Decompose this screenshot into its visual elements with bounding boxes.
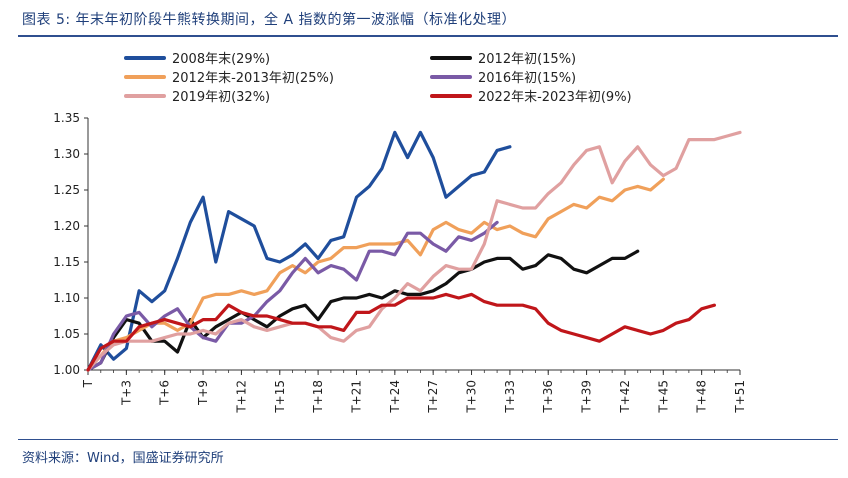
legend-label-4: 2019年初(32%) <box>172 90 270 105</box>
legend-label-2: 2012年末-2013年初(25%) <box>172 71 334 86</box>
x-tick-label: T <box>81 379 95 388</box>
series-lines <box>86 130 742 372</box>
source-note: 资料来源：Wind，国盛证券研究所 <box>22 451 224 466</box>
title-rule <box>18 35 838 37</box>
x-tick-label: T+39 <box>580 380 594 414</box>
y-tick-label: 1.10 <box>53 291 80 305</box>
y-tick-label: 1.15 <box>53 255 80 269</box>
x-tick-label: T+15 <box>273 380 287 414</box>
figure-title: 图表 5: 年末年初阶段牛熊转换期间，全 A 指数的第一波涨幅（标准化处理） <box>22 12 517 28</box>
series-line-4 <box>86 130 742 372</box>
x-tick-label: T+30 <box>465 380 479 414</box>
y-tick-label: 1.00 <box>53 363 80 377</box>
legend-label-0: 2008年末(29%) <box>172 52 270 67</box>
x-tick-label: T+42 <box>618 380 632 414</box>
x-tick-label: T+27 <box>426 380 440 414</box>
legend-label-1: 2012年初(15%) <box>478 52 576 67</box>
legend-label-3: 2016年初(15%) <box>478 71 576 86</box>
y-tick-label: 1.35 <box>53 111 80 125</box>
series-line-0 <box>86 130 512 372</box>
x-tick-label: T+51 <box>733 380 747 414</box>
x-tick-label: T+24 <box>388 380 402 414</box>
x-tick-label: T+48 <box>695 380 709 414</box>
x-tick-label: T+9 <box>196 380 210 406</box>
y-tick-label: 1.25 <box>53 183 80 197</box>
legend-label-5: 2022年末-2023年初(9%) <box>478 90 632 105</box>
x-tick-label: T+33 <box>503 380 517 414</box>
x-tick-label: T+21 <box>349 380 363 414</box>
x-tick-label: T+6 <box>158 380 172 406</box>
y-tick-label: 1.30 <box>53 147 80 161</box>
legend: 2008年末(29%) 2012年初(15%) 2012年末-2013年初(25%)… <box>124 52 632 105</box>
series-line-2 <box>86 177 665 372</box>
x-tick-label: T+36 <box>541 380 555 414</box>
y-tick-label: 1.20 <box>53 219 80 233</box>
y-tick-label: 1.05 <box>53 327 80 341</box>
x-tick-label: T+3 <box>119 380 133 406</box>
series-line-5 <box>86 292 717 372</box>
x-tick-label: T+18 <box>311 380 325 414</box>
axes: 1.00 1.05 1.10 1.15 1.20 1.25 1.30 1.35 T T+3 T+6 T… <box>53 111 747 414</box>
source-rule <box>18 439 838 440</box>
x-tick-label: T+45 <box>656 380 670 414</box>
series-line-1 <box>86 249 640 372</box>
x-tick-label: T+12 <box>234 380 248 414</box>
